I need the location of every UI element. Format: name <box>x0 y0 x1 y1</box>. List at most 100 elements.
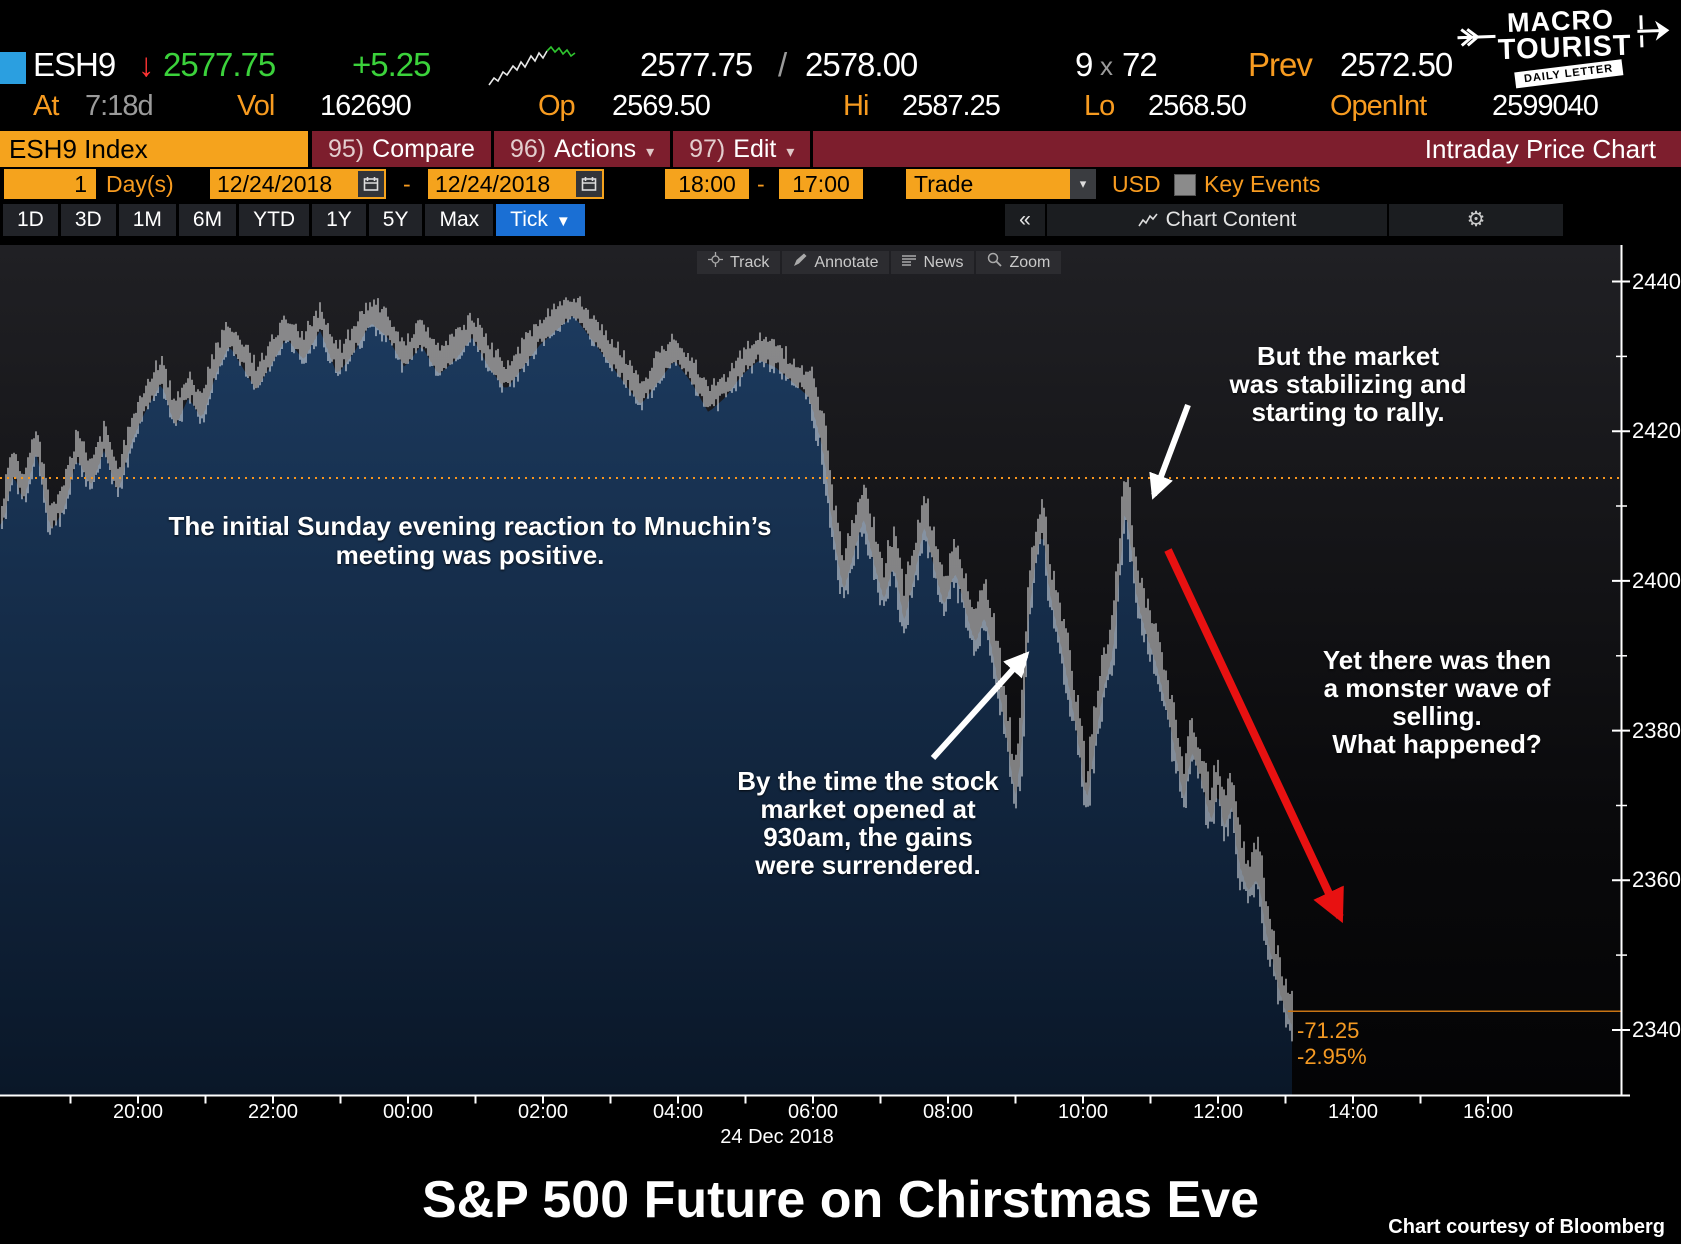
key-events-checkbox[interactable] <box>1174 174 1196 196</box>
y-tick-label: 2420 <box>1632 418 1681 444</box>
x-tick-label: 08:00 <box>922 1101 974 1123</box>
size-separator: x <box>1100 51 1113 81</box>
chevron-down-icon: ▾ <box>646 144 655 161</box>
x-tick-label: 20:00 <box>112 1101 164 1123</box>
security-name-box[interactable]: ESH9 Index <box>0 131 308 167</box>
period-count-input[interactable]: 1 <box>4 169 96 199</box>
x-axis-date-label: 24 Dec 2018 <box>720 1126 834 1148</box>
chart-tools: Track Annotate News Zoom <box>697 251 1062 274</box>
annotation-positive-reaction: The initial Sunday evening reaction to M… <box>168 511 772 570</box>
currency-label: USD <box>1112 171 1161 197</box>
date-from-input[interactable]: 12/24/2018 <box>210 169 386 199</box>
annotation-monster-wave: Yet there was then a monster wave of sel… <box>1322 645 1552 759</box>
chart-credit: Chart courtesy of Bloomberg <box>1388 1216 1665 1238</box>
news-button[interactable]: News <box>891 251 975 274</box>
y-tick-label: 2340 <box>1632 1017 1681 1042</box>
chart-plot[interactable] <box>0 245 1681 1244</box>
calendar-icon[interactable] <box>576 171 602 197</box>
arrow-graphic <box>1457 15 1670 48</box>
tab-ytd[interactable]: YTD <box>239 204 310 236</box>
x-tick-label: 02:00 <box>517 1101 569 1123</box>
tab-1m[interactable]: 1M <box>118 204 176 236</box>
chevron-down-icon: ▾ <box>1070 169 1096 199</box>
last-change-points: -71.25 <box>1297 1018 1360 1043</box>
tab-1d[interactable]: 1D <box>3 204 58 236</box>
high-value: 2587.25 <box>902 90 1001 122</box>
prev-label: Prev <box>1248 46 1313 83</box>
menu-compare[interactable]: 95) Compare <box>312 131 491 167</box>
openint-label: OpenInt <box>1330 90 1427 122</box>
x-tick-label: 16:00 <box>1462 1101 1514 1123</box>
collapse-button[interactable]: « <box>1005 204 1047 236</box>
zoom-button[interactable]: Zoom <box>976 251 1062 274</box>
page-title: Intraday Price Chart <box>813 131 1681 167</box>
tab-5y[interactable]: 5Y <box>368 204 423 236</box>
tab-max[interactable]: Max <box>425 204 494 236</box>
menu-bar: ESH9 Index 95) Compare 96) Actions ▾ 97) Edi… <box>0 131 1681 167</box>
quote-row-2: At 7:18d Vol 162690 Op 2569.50 Hi 2587.2… <box>0 90 1681 130</box>
vol-value: 162690 <box>320 90 412 122</box>
tab-6m[interactable]: 6M <box>178 204 237 236</box>
ticker-symbol: ESH9 <box>33 46 116 83</box>
calendar-icon[interactable] <box>358 171 384 197</box>
security-color-swatch <box>0 52 26 84</box>
at-time: 7:18d <box>85 90 154 122</box>
track-icon <box>708 251 723 274</box>
days-label: Day(s) <box>106 171 174 197</box>
annotation-stabilizing: But the market was stabilizing and start… <box>1229 341 1467 427</box>
hi-label: Hi <box>843 90 869 122</box>
price-change: +5.25 <box>352 46 431 83</box>
annotate-icon <box>793 251 807 274</box>
key-events-label: Key Events <box>1204 171 1321 197</box>
x-tick-label: 22:00 <box>247 1101 299 1123</box>
track-button[interactable]: Track <box>697 251 781 274</box>
openint-value: 2599040 <box>1492 90 1599 122</box>
period-tabs: 1D 3D 1M 6M YTD 1Y 5Y Max Tick ▼ <box>3 204 585 236</box>
low-value: 2568.50 <box>1148 90 1247 122</box>
chevron-down-icon: ▾ <box>786 144 795 161</box>
menu-strip: 95) Compare 96) Actions ▾ 97) Edit ▾ Intraday… <box>312 131 1681 167</box>
tab-tick-active[interactable]: Tick ▼ <box>496 204 585 236</box>
at-label: At <box>33 90 59 122</box>
x-tick-label: 12:00 <box>1192 1101 1244 1123</box>
quote-row-1: ESH9 ↓ 2577.75 +5.25 2577.75 / 2578.00 9… <box>0 45 1681 92</box>
tab-1y[interactable]: 1Y <box>312 204 366 236</box>
mini-chart-icon <box>1137 213 1158 227</box>
tab-3d[interactable]: 3D <box>60 204 116 236</box>
annotate-button[interactable]: Annotate <box>782 251 890 274</box>
macro-tourist-logo: MACRO TOURIST DAILY LETTER <box>1454 0 1672 99</box>
date-to-input[interactable]: 12/24/2018 <box>428 169 604 199</box>
zoom-icon <box>987 251 1003 274</box>
bid-ask-slash: / <box>778 46 787 83</box>
y-tick-label: 2400 <box>1632 567 1681 593</box>
ask-size: 72 <box>1122 46 1158 83</box>
menu-edit[interactable]: 97) Edit ▾ <box>673 131 811 167</box>
time-from-input[interactable]: 18:00 <box>665 169 749 199</box>
x-tick-label: 00:00 <box>382 1101 434 1123</box>
mini-sparkline-chart <box>488 45 576 86</box>
bid-size: 9 <box>1075 46 1093 83</box>
time-to-input[interactable]: 17:00 <box>779 169 863 199</box>
menu-actions[interactable]: 96) Actions ▾ <box>493 131 671 167</box>
settings-gear-icon[interactable]: ⚙ <box>1466 208 1486 231</box>
vol-label: Vol <box>237 90 275 122</box>
op-label: Op <box>538 90 576 122</box>
trade-dropdown[interactable]: Trade ▾ <box>906 169 1096 199</box>
last-price: 2577.75 <box>163 46 276 83</box>
prev-close-value: 2572.50 <box>1340 46 1453 83</box>
bid-price: 2577.75 <box>640 46 753 83</box>
y-tick-label: 2360 <box>1632 867 1681 893</box>
x-tick-label: 14:00 <box>1327 1101 1379 1123</box>
annotation-gains-surrendered: By the time the stock market opened at 9… <box>737 766 999 880</box>
chart-toolbar-strip: « Chart Content ⚙ <box>1005 204 1563 236</box>
open-value: 2569.50 <box>612 90 711 122</box>
news-icon <box>902 251 917 274</box>
last-change-percent: -2.95% <box>1297 1044 1367 1069</box>
price-down-arrow-icon: ↓ <box>138 46 154 83</box>
y-tick-label: 2440 <box>1632 268 1681 294</box>
x-tick-label: 06:00 <box>787 1101 839 1123</box>
y-tick-label: 2380 <box>1632 717 1681 743</box>
ask-price: 2578.00 <box>805 46 918 83</box>
chart-content-button[interactable]: Chart Content <box>1047 204 1389 236</box>
